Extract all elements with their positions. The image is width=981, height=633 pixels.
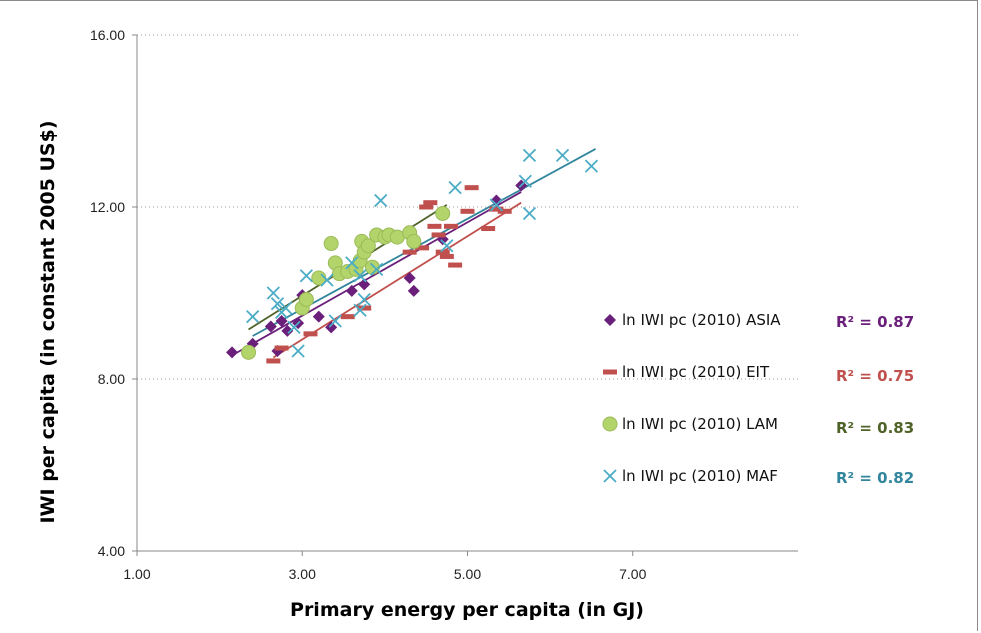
r-squared-label: R² = 0.83 bbox=[836, 419, 914, 437]
data-point bbox=[481, 226, 496, 231]
data-point bbox=[440, 239, 454, 253]
legend-marker bbox=[604, 314, 616, 326]
x-tick-label: 7.00 bbox=[619, 566, 646, 582]
data-point bbox=[328, 314, 342, 328]
data-point bbox=[522, 148, 537, 163]
data-point bbox=[497, 208, 512, 214]
data-point bbox=[345, 256, 359, 270]
data-point bbox=[281, 324, 294, 337]
data-point bbox=[555, 148, 570, 163]
axes bbox=[132, 34, 798, 556]
legend-label: ln IWI pc (2010) ASIA bbox=[622, 311, 781, 329]
y-tick-label: 12.00 bbox=[90, 199, 125, 215]
y-tick-label: 8.00 bbox=[98, 371, 125, 387]
data-point bbox=[490, 194, 503, 207]
data-point bbox=[298, 291, 314, 307]
y-tick-label: 16.00 bbox=[90, 27, 125, 43]
data-point bbox=[358, 278, 371, 291]
data-point bbox=[264, 320, 277, 333]
data-point bbox=[431, 232, 446, 238]
x-tick-label: 1.00 bbox=[123, 566, 150, 582]
data-point bbox=[270, 297, 285, 311]
r-squared-label: R² = 0.75 bbox=[836, 367, 914, 385]
data-point bbox=[374, 193, 388, 208]
data-point bbox=[369, 262, 384, 276]
data-point bbox=[325, 321, 338, 334]
data-point bbox=[415, 245, 430, 251]
data-point bbox=[464, 185, 479, 191]
legend-label: ln IWI pc (2010) LAM bbox=[622, 415, 778, 433]
data-point bbox=[291, 344, 305, 358]
data-point bbox=[266, 358, 281, 364]
legend-label: ln IWI pc (2010) MAF bbox=[622, 467, 778, 485]
data-point bbox=[357, 305, 372, 311]
legend-marker bbox=[602, 416, 618, 432]
data-point bbox=[266, 286, 280, 300]
data-point bbox=[226, 346, 239, 359]
data-point bbox=[403, 271, 416, 284]
data-point bbox=[345, 284, 358, 297]
legend-marker bbox=[603, 369, 617, 375]
data-point bbox=[402, 249, 417, 255]
legend: ln IWI pc (2010) ASIA R² = 0.87 ln IWI pc … bbox=[602, 311, 914, 487]
data-point bbox=[435, 205, 451, 221]
data-point bbox=[427, 223, 442, 229]
r-squared-label: R² = 0.82 bbox=[836, 469, 914, 487]
x-tick-label: 5.00 bbox=[454, 566, 481, 582]
data-point bbox=[241, 344, 257, 360]
x-tick-label: 3.00 bbox=[289, 566, 316, 582]
data-point bbox=[584, 159, 599, 173]
y-tick-label: 4.00 bbox=[98, 543, 125, 559]
data-point bbox=[448, 181, 462, 195]
data-point bbox=[275, 314, 288, 327]
data-point bbox=[489, 198, 504, 212]
data-point bbox=[407, 284, 420, 297]
legend-label: ln IWI pc (2010) EIT bbox=[622, 363, 770, 381]
data-point bbox=[443, 223, 458, 229]
y-axis-title: IWI per capita (in constant 2005 US$) bbox=[37, 120, 59, 523]
data-point bbox=[320, 273, 334, 287]
r-squared-label: R² = 0.87 bbox=[836, 313, 914, 331]
data-point bbox=[299, 269, 314, 283]
legend-marker bbox=[603, 469, 617, 483]
data-point bbox=[287, 320, 301, 335]
data-point bbox=[406, 233, 422, 249]
data-point bbox=[279, 301, 293, 315]
trend-line bbox=[231, 191, 522, 357]
tick-labels: 4.00 8.00 12.00 16.00 1.00 3.00 5.00 7.00 bbox=[90, 27, 647, 582]
data-point bbox=[364, 259, 380, 275]
data-point bbox=[439, 253, 454, 259]
data-point bbox=[448, 262, 463, 268]
data-point bbox=[353, 303, 367, 317]
data-points bbox=[226, 148, 599, 364]
data-point bbox=[489, 206, 504, 212]
data-point bbox=[274, 345, 289, 351]
data-point bbox=[518, 174, 532, 188]
data-point bbox=[312, 310, 325, 323]
data-point bbox=[460, 208, 475, 214]
data-point bbox=[423, 200, 438, 206]
data-point bbox=[353, 269, 367, 283]
data-point bbox=[340, 314, 355, 320]
data-point bbox=[303, 331, 318, 337]
data-point bbox=[419, 204, 434, 210]
data-point bbox=[360, 238, 376, 254]
x-axis-title: Primary energy per capita (in GJ) bbox=[290, 599, 644, 621]
data-point bbox=[522, 206, 537, 221]
data-point bbox=[357, 292, 371, 307]
data-point bbox=[246, 310, 260, 324]
data-point bbox=[323, 236, 339, 252]
data-point bbox=[389, 229, 405, 245]
data-point bbox=[435, 249, 450, 255]
